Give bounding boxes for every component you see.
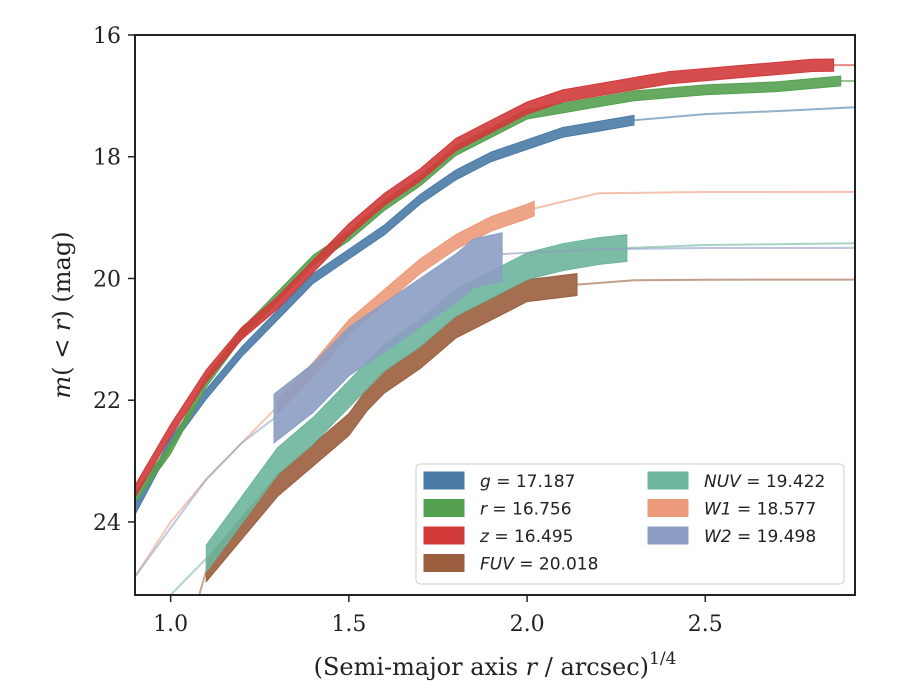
legend-label: W1 = 18.577: [704, 500, 816, 520]
legend-swatch: [647, 471, 689, 490]
legend-swatch: [423, 554, 465, 572]
series-w2-extrapolation-outer: [502, 246, 855, 256]
legend-swatch: [647, 499, 689, 517]
y-tick-label: 24: [93, 511, 121, 536]
legend-swatch: [423, 499, 465, 517]
x-tick-label: 1.5: [331, 612, 366, 637]
series-fuv: [198, 273, 855, 595]
legend-label: FUV = 20.018: [480, 555, 598, 575]
series-w2-extrapolation-inner: [135, 417, 275, 578]
series-nuv-extrapolation-outer: [626, 242, 855, 249]
x-tick-label: 2.0: [510, 612, 545, 637]
y-tick-label: 20: [93, 267, 121, 292]
series-g: [135, 106, 855, 515]
legend-box: [415, 463, 845, 585]
legend-item-z: z = 16.495: [423, 526, 573, 547]
y-tick-label: 22: [93, 389, 121, 414]
y-axis-label: m( < r) (mag): [48, 231, 76, 398]
legend-item-g: g = 17.187: [423, 471, 575, 492]
series-fuv-extrapolation-outer: [576, 278, 855, 286]
legend-label: W2 = 19.498: [704, 527, 816, 547]
legend-swatch: [423, 471, 465, 490]
series-fuv-band: [205, 273, 578, 583]
legend-swatch: [647, 526, 689, 545]
legend-swatch: [423, 526, 465, 545]
legend-label: NUV = 19.422: [704, 472, 825, 492]
y-tick-label: 16: [93, 24, 121, 49]
series-layer: [135, 58, 855, 595]
legend-item-w2: W2 = 19.498: [647, 526, 816, 547]
series-g-extrapolation-outer: [633, 106, 855, 122]
series-nuv: [169, 234, 855, 595]
legend-label: z = 16.495: [479, 527, 573, 547]
series-w2-band: [273, 232, 503, 444]
series-z: [135, 58, 855, 499]
legend-item-nuv: NUV = 19.422: [647, 471, 825, 492]
series-nuv-extrapolation-inner: [169, 557, 208, 595]
y-axis-ticks: 16 18 20 22 24: [93, 24, 135, 536]
y-tick-label: 18: [93, 146, 121, 171]
x-axis-ticks: 1.0 1.5 2.0 2.5: [153, 595, 723, 637]
series-nuv-band: [205, 234, 628, 574]
legend-item-r: r = 16.756: [423, 499, 572, 520]
series-w2: [135, 232, 855, 578]
legend: g = 17.187 r = 16.756 z = 16.495 FUV = 20.0…: [415, 463, 845, 585]
legend-label: r = 16.756: [480, 500, 572, 520]
legend-item-w1: W1 = 18.577: [647, 499, 816, 520]
x-tick-label: 1.0: [153, 612, 188, 637]
series-g-band: [135, 114, 635, 515]
x-tick-label: 2.5: [688, 612, 723, 637]
legend-item-fuv: FUV = 20.018: [423, 554, 598, 575]
series-fuv-extrapolation-inner: [198, 570, 208, 595]
x-axis-label: (Semi-major axis r / arcsec)1/4: [314, 649, 677, 681]
legend-label: g = 17.187: [480, 472, 575, 492]
series-z-band: [135, 58, 835, 499]
series-w1-extrapolation-outer: [533, 190, 855, 210]
plot-frame: [134, 34, 856, 596]
